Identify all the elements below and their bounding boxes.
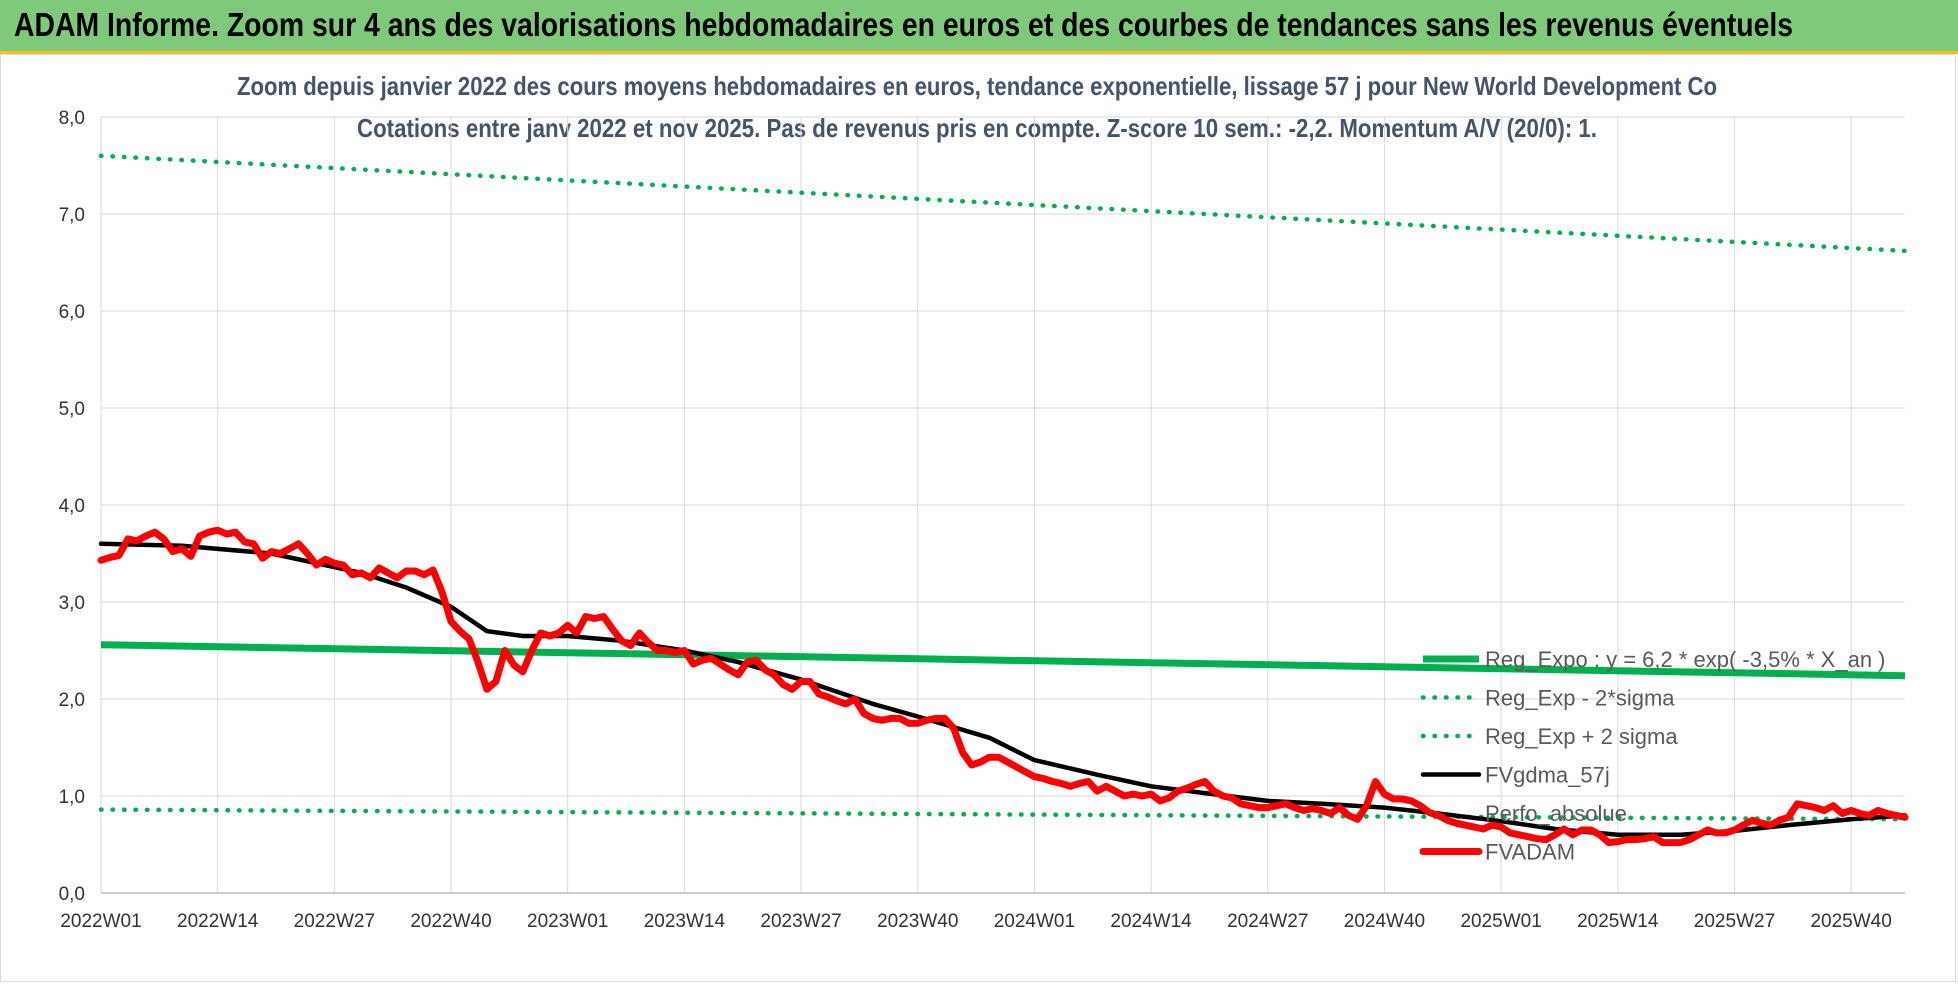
series-line-fvgdma-57j <box>98 541 1908 838</box>
x-tick-label: 2022W27 <box>294 911 375 932</box>
y-tick-label: 1,0 <box>59 787 85 808</box>
plot-series <box>97 153 1909 847</box>
y-tick-label: 7,0 <box>59 205 85 226</box>
legend-entry: FVADAM <box>1485 840 1575 865</box>
y-tick-label: 0,0 <box>59 884 85 905</box>
chart-legend: Reg_Expo : y = 6,2 * exp( -3,5% * X_an )… <box>1419 647 1886 865</box>
report-title: ADAM Informe. Zoom sur 4 ans des valoris… <box>14 6 1794 43</box>
x-tick-label: 2023W01 <box>527 911 608 932</box>
y-tick-label: 5,0 <box>59 399 85 420</box>
y-axis: 0,0 1,0 2,0 3,0 4,0 5,0 6,0 7,0 8,0 <box>59 108 85 905</box>
chart-area: Zoom depuis janvier 2022 des cours moyen… <box>0 54 1956 982</box>
weekly-valuation-chart: Zoom depuis janvier 2022 des cours moyen… <box>59 71 1909 932</box>
chart-title: Zoom depuis janvier 2022 des cours moyen… <box>237 71 1717 101</box>
x-tick-label: 2022W14 <box>177 911 259 932</box>
y-tick-label: 3,0 <box>59 593 85 614</box>
grid-lines <box>100 116 1905 894</box>
x-tick-label: 2023W27 <box>760 911 841 932</box>
x-tick-label: 2023W40 <box>877 911 958 932</box>
legend-entry: Reg_Exp - 2*sigma <box>1485 686 1675 711</box>
x-tick-label: 2023W14 <box>644 911 726 932</box>
x-axis: 2022W01 2022W14 2022W27 2022W40 2023W01 2023W… <box>60 892 1905 932</box>
x-tick-label: 2025W01 <box>1460 911 1541 932</box>
legend-entry: FVgdma_57j <box>1485 763 1610 788</box>
legend-entry: Reg_Exp + 2 sigma <box>1485 724 1678 749</box>
series-line-reg-exp-2-sigma <box>98 807 1908 822</box>
series-line-fvadam <box>97 526 1909 847</box>
x-tick-label: 2025W14 <box>1577 911 1659 932</box>
x-tick-label: 2024W40 <box>1344 911 1425 932</box>
y-tick-label: 4,0 <box>59 496 85 517</box>
y-tick-label: 8,0 <box>59 108 85 129</box>
x-tick-label: 2025W40 <box>1810 911 1891 932</box>
chart-subtitle: Cotations entre janv 2022 et nov 2025. P… <box>357 113 1597 143</box>
legend-entry: Perfo_absolue <box>1485 801 1627 826</box>
x-tick-label: 2024W01 <box>994 911 1075 932</box>
series-line-reg-exp-2-sigma <box>98 153 1908 254</box>
report-banner: ADAM Informe. Zoom sur 4 ans des valoris… <box>0 0 1958 54</box>
x-tick-label: 2024W27 <box>1227 911 1308 932</box>
y-tick-label: 6,0 <box>59 302 85 323</box>
series-line-reg-expo-y-6-2-exp-3-5-x-an <box>100 641 1906 680</box>
y-tick-label: 2,0 <box>59 690 85 711</box>
x-tick-label: 2024W14 <box>1110 911 1192 932</box>
x-tick-label: 2022W40 <box>410 911 491 932</box>
x-tick-label: 2022W01 <box>60 911 141 932</box>
legend-entry: Reg_Expo : y = 6,2 * exp( -3,5% * X_an ) <box>1485 647 1886 672</box>
x-tick-label: 2025W27 <box>1694 911 1775 932</box>
